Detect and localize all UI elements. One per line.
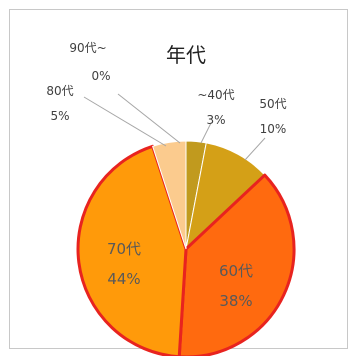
pie-slice-60 <box>177 173 296 356</box>
slice-label-70: 70代 <box>107 240 141 258</box>
slice-percent-80: 5% <box>50 109 69 123</box>
pie-slice-80 <box>151 140 187 250</box>
slice-label-90: 90代~ <box>69 41 106 55</box>
slice-percent-70: 44% <box>107 270 140 288</box>
leader-line-40 <box>200 122 212 144</box>
slice-label-50: 50代 <box>259 97 286 111</box>
leader-line-50 <box>244 137 266 161</box>
chart-title: 年代 <box>166 43 206 67</box>
slice-percent-90: 0% <box>91 69 110 83</box>
slice-percent-50: 10% <box>260 122 287 136</box>
slice-label-60: 60代 <box>219 262 253 280</box>
slice-percent-60: 38% <box>219 292 252 310</box>
leader-line-90 <box>117 93 181 144</box>
slice-label-40: ~40代 <box>197 88 234 102</box>
slice-label-80: 80代 <box>46 84 73 98</box>
leader-line-80 <box>83 96 167 147</box>
slice-percent-40: 3% <box>206 113 225 127</box>
pie-slice-70 <box>76 144 188 356</box>
